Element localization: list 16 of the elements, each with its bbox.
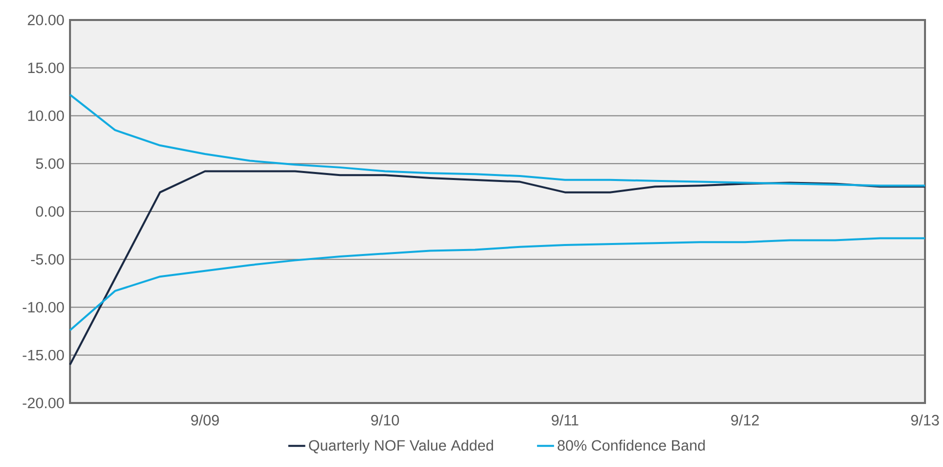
y-tick-label: -10.00 <box>22 302 64 313</box>
y-tick-label: 0.00 <box>36 206 64 217</box>
y-tick-label: -5.00 <box>31 254 64 265</box>
x-tick-label: 9/09 <box>191 414 219 426</box>
x-tick-label: 9/11 <box>552 414 578 426</box>
legend-label: 80% Confidence Band <box>558 440 705 451</box>
y-tick-label: 5.00 <box>36 158 64 169</box>
y-tick-label: -20.00 <box>22 398 64 408</box>
x-tick-label: 9/12 <box>731 414 759 426</box>
y-tick-label: 20.00 <box>28 14 64 26</box>
y-tick-label: -15.00 <box>22 350 64 360</box>
legend-label: Quarterly NOF Value Added <box>308 440 494 454</box>
y-tick-label: 15.00 <box>28 62 64 74</box>
x-tick-label: 9/10 <box>371 414 399 426</box>
y-tick-label: 10.00 <box>28 110 64 122</box>
x-tick-label: 9/13 <box>911 414 939 426</box>
